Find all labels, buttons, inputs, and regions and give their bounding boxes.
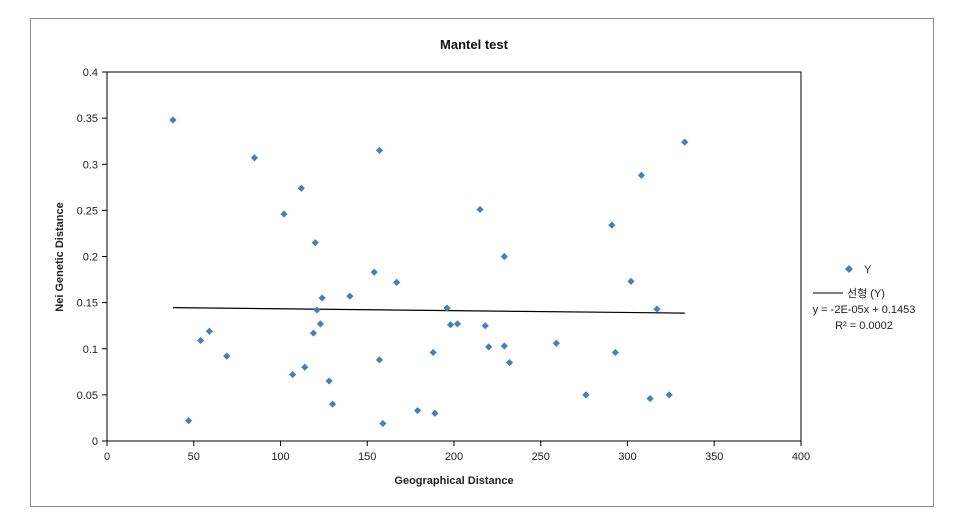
data-point (653, 305, 661, 313)
trendline-equation: y = -2E-05x + 0.1453 (813, 304, 916, 316)
data-point (328, 400, 337, 408)
x-axis-title: Geographical Distance (394, 475, 513, 487)
data-point (431, 409, 439, 417)
data-point (311, 239, 319, 247)
scatter-chart: Mantel test 0 50 100 150 200 250 300 350 400 0 0.… (54, 37, 916, 487)
data-point (552, 339, 560, 347)
trendline-r-squared: R² = 0.0002 (835, 320, 893, 332)
x-axis-ticks: 0 50 100 150 200 250 300 350 400 (104, 441, 810, 463)
x-tick-label: 50 (188, 451, 200, 463)
y-tick-label: 0.25 (77, 205, 98, 217)
data-point (289, 370, 297, 379)
data-point (481, 322, 489, 330)
x-tick-label: 350 (705, 451, 723, 463)
data-point (375, 356, 383, 364)
x-tick-label: 150 (358, 451, 376, 463)
y-tick-label: 0.3 (83, 159, 98, 171)
data-point (476, 205, 484, 214)
data-point (316, 320, 325, 328)
data-point (429, 348, 437, 357)
data-point (379, 419, 387, 428)
y-tick-label: 0.05 (77, 390, 98, 402)
legend: Y 선형 (Y) y = -2E-05x + 0.1453 R² = 0.000… (813, 264, 916, 332)
legend-marker-icon (845, 265, 853, 273)
plot-area (106, 71, 802, 442)
x-tick-label: 200 (445, 451, 463, 463)
x-tick-label: 100 (271, 451, 289, 463)
data-point (375, 146, 383, 155)
data-point (582, 391, 590, 399)
data-point (346, 292, 354, 300)
data-point (446, 321, 455, 329)
data-point (453, 320, 462, 328)
data-point (413, 406, 422, 415)
data-point (393, 278, 401, 286)
x-tick-label: 300 (618, 451, 636, 463)
chart-area: Mantel test 0 50 100 150 200 250 300 350 400 0 0.… (30, 18, 934, 507)
data-point (637, 171, 645, 179)
data-point (205, 327, 213, 335)
chart-title: Mantel test (440, 37, 509, 52)
data-point (313, 306, 321, 314)
x-tick-label: 250 (532, 451, 550, 463)
y-tick-label: 0.1 (83, 344, 98, 356)
data-point (250, 154, 259, 162)
data-point (223, 352, 231, 360)
y-axis-ticks: 0 0.05 0.1 0.15 0.2 0.25 0.3 0.35 0.4 (77, 67, 107, 448)
data-point (169, 116, 177, 124)
data-point (611, 348, 619, 357)
y-tick-label: 0.2 (83, 252, 98, 264)
legend-trendline-label: 선형 (Y) (847, 287, 885, 300)
data-point (325, 377, 333, 385)
y-tick-label: 0.35 (77, 113, 98, 125)
data-point (309, 329, 318, 337)
legend-series-label: Y (864, 264, 872, 276)
data-point (370, 268, 378, 276)
data-point (665, 391, 673, 399)
y-tick-label: 0 (92, 436, 98, 448)
data-point (184, 417, 193, 425)
trendline (172, 307, 685, 314)
data-point (627, 277, 635, 286)
data-point (301, 363, 309, 371)
x-tick-label: 0 (104, 451, 110, 463)
data-point (197, 336, 205, 345)
y-tick-label: 0.4 (83, 67, 98, 79)
data-point (297, 184, 305, 192)
data-point (646, 394, 654, 403)
data-point (505, 358, 514, 367)
x-tick-label: 400 (792, 451, 810, 463)
trendline-group (172, 307, 685, 314)
data-point (681, 138, 689, 146)
data-point (500, 342, 508, 350)
data-point (318, 294, 326, 302)
data-point (608, 221, 616, 229)
data-point (485, 343, 493, 351)
data-point (443, 304, 451, 312)
data-point (280, 210, 288, 218)
data-point (500, 252, 508, 261)
y-tick-label: 0.15 (77, 298, 98, 310)
data-points (169, 116, 689, 428)
y-axis-title: Nei Genetic Distance (54, 202, 66, 311)
